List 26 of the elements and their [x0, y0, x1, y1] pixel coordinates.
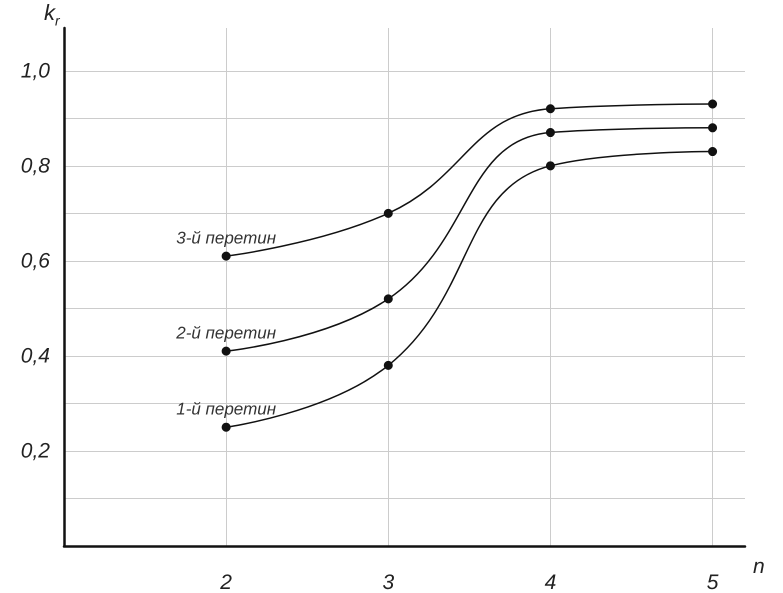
x-tick-label: 4 — [544, 571, 556, 593]
point — [546, 161, 555, 170]
y-axis-title: k$_{r}$ — [44, 0, 60, 30]
x-tick-label: 2 — [219, 571, 232, 593]
point — [222, 252, 231, 261]
y-tick-label: 1,0 — [20, 59, 50, 82]
point — [384, 294, 393, 304]
point — [222, 422, 231, 432]
point — [222, 346, 231, 356]
point — [546, 128, 555, 138]
series-label: 3-й перетин — [176, 228, 277, 248]
y-tick-label: 0,4 — [20, 344, 50, 368]
x-axis-title: n — [753, 555, 765, 578]
series-label: 1-й перетин — [176, 400, 277, 419]
point — [546, 104, 555, 114]
y-tick-label: 0,6 — [20, 249, 50, 272]
series-label: 2-й перетин — [175, 324, 277, 343]
y-tick-label: 0,8 — [20, 154, 50, 178]
point — [708, 100, 718, 109]
point — [708, 147, 718, 156]
x-tick-label: 3 — [382, 571, 394, 593]
point — [708, 123, 718, 132]
y-tick-label: 0,2 — [20, 439, 50, 462]
x-tick-label: 5 — [706, 571, 719, 593]
point — [384, 208, 393, 218]
point — [384, 360, 393, 370]
